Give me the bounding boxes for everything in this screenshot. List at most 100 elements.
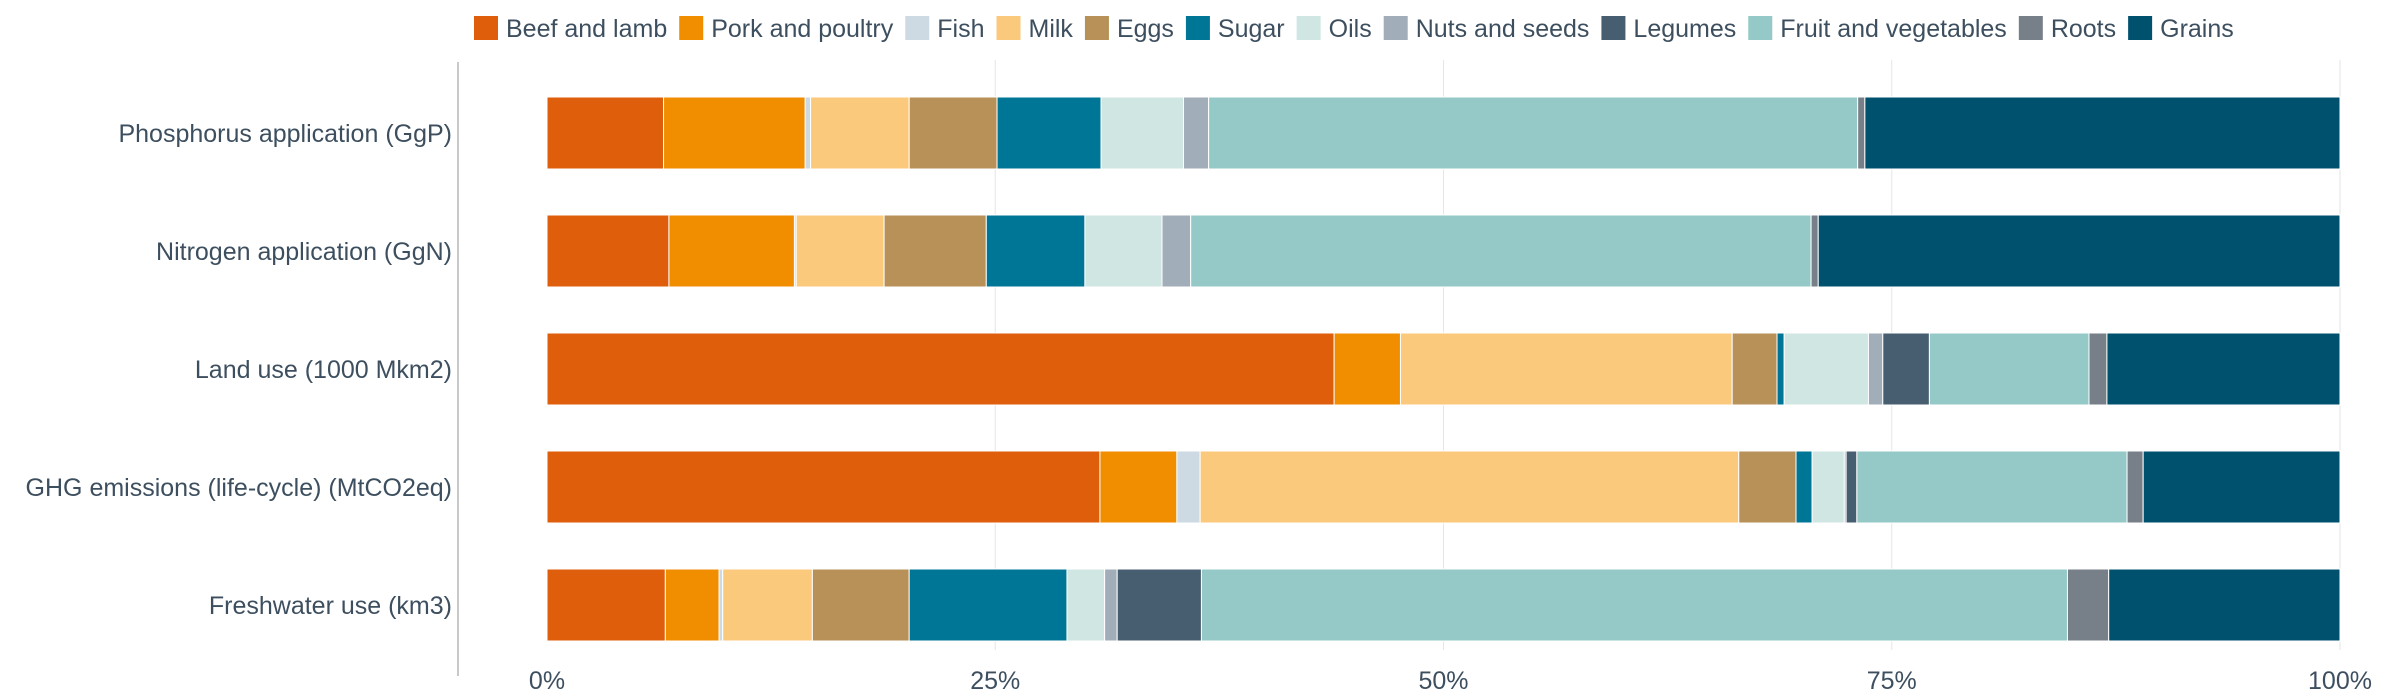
x-tick-label-1: 25% bbox=[970, 667, 1020, 695]
bar-segment-1-11 bbox=[1817, 214, 2341, 288]
bar-segment-4-1 bbox=[664, 568, 720, 642]
legend: Beef and lamb Pork and poultry Fish Milk Egg… bbox=[474, 15, 2234, 43]
bar-segment-1-7 bbox=[1161, 214, 1192, 288]
legend-label-0: Beef and lamb bbox=[506, 15, 667, 43]
bar-segment-1-1 bbox=[668, 214, 795, 288]
bar-segment-4-7 bbox=[1104, 568, 1118, 642]
bar-segment-1-4 bbox=[883, 214, 987, 288]
bar-segment-0-7 bbox=[1183, 96, 1210, 170]
legend-item-7[interactable]: Nuts and seeds bbox=[1383, 15, 1590, 43]
bar-segment-3-8 bbox=[1845, 450, 1858, 524]
legend-swatch-7 bbox=[1383, 16, 1408, 40]
bar-segment-0-5 bbox=[996, 96, 1102, 170]
legend-item-6[interactable]: Oils bbox=[1296, 15, 1372, 43]
legend-label-7: Nuts and seeds bbox=[1416, 15, 1590, 43]
bar-segment-0-6 bbox=[1100, 96, 1185, 170]
legend-label-6: Oils bbox=[1329, 15, 1372, 43]
legend-item-0[interactable]: Beef and lamb bbox=[474, 15, 667, 43]
legend-swatch-9 bbox=[1748, 16, 1773, 40]
bar-segment-2-3 bbox=[1399, 332, 1733, 406]
legend-item-9[interactable]: Fruit and vegetables bbox=[1748, 15, 2007, 43]
bar-segment-4-6 bbox=[1066, 568, 1106, 642]
bar-segment-2-4 bbox=[1731, 332, 1778, 406]
bar-segment-3-4 bbox=[1738, 450, 1797, 524]
bar-segment-1-0 bbox=[546, 214, 670, 288]
bar-segment-0-3 bbox=[810, 96, 910, 170]
bar-segment-4-0 bbox=[546, 568, 666, 642]
bar-segment-0-2 bbox=[804, 96, 812, 170]
bar-segment-2-11 bbox=[2106, 332, 2341, 406]
bar-segment-0-9 bbox=[1208, 96, 1859, 170]
bar-segment-4-4 bbox=[811, 568, 910, 642]
bar-segment-3-9 bbox=[1856, 450, 2128, 524]
bar-segment-2-5 bbox=[1776, 332, 1785, 406]
legend-item-4[interactable]: Eggs bbox=[1084, 15, 1174, 43]
legend-swatch-10 bbox=[2018, 16, 2043, 40]
legend-swatch-11 bbox=[2128, 16, 2153, 40]
bar-segment-1-9 bbox=[1190, 214, 1812, 288]
x-tick-label-4: 100% bbox=[2308, 667, 2372, 695]
legend-item-11[interactable]: Grains bbox=[2128, 15, 2234, 43]
bar-segment-2-9 bbox=[1928, 332, 2090, 406]
legend-item-3[interactable]: Milk bbox=[996, 15, 1074, 43]
category-label-4: Freshwater use (km3) bbox=[209, 592, 452, 620]
bar-row-2 bbox=[546, 332, 2341, 406]
legend-swatch-4 bbox=[1084, 16, 1109, 40]
bar-segment-3-1 bbox=[1099, 450, 1178, 524]
legend-swatch-1 bbox=[679, 16, 704, 40]
legend-label-10: Roots bbox=[2051, 15, 2116, 43]
bar-segment-4-2 bbox=[718, 568, 724, 642]
bar-row-4 bbox=[546, 568, 2341, 642]
legend-swatch-0 bbox=[474, 16, 498, 40]
bars bbox=[546, 96, 2341, 642]
bar-segment-3-11 bbox=[2142, 450, 2341, 524]
bar-segment-0-10 bbox=[1857, 96, 1866, 170]
legend-label-1: Pork and poultry bbox=[711, 15, 894, 43]
bar-segment-1-6 bbox=[1084, 214, 1163, 288]
bar-segment-2-1 bbox=[1333, 332, 1401, 406]
legend-label-4: Eggs bbox=[1117, 15, 1174, 43]
legend-label-3: Milk bbox=[1029, 15, 1074, 43]
bar-segment-3-5 bbox=[1795, 450, 1813, 524]
legend-label-9: Fruit and vegetables bbox=[1780, 15, 2007, 43]
bar-segment-4-8 bbox=[1116, 568, 1202, 642]
legend-item-2[interactable]: Fish bbox=[905, 15, 985, 43]
category-label-0: Phosphorus application (GgP) bbox=[118, 120, 452, 148]
bar-segment-3-10 bbox=[2126, 450, 2144, 524]
legend-swatch-2 bbox=[905, 16, 930, 40]
legend-swatch-5 bbox=[1185, 16, 1210, 40]
legend-item-1[interactable]: Pork and poultry bbox=[679, 15, 894, 43]
legend-item-5[interactable]: Sugar bbox=[1185, 15, 1285, 43]
category-label-3: GHG emissions (life-cycle) (MtCO2eq) bbox=[26, 474, 452, 502]
legend-swatch-8 bbox=[1601, 16, 1626, 40]
bar-segment-3-3 bbox=[1199, 450, 1740, 524]
bar-row-3 bbox=[546, 450, 2341, 524]
legend-swatch-3 bbox=[996, 16, 1021, 40]
bar-segment-4-10 bbox=[2066, 568, 2110, 642]
legend-label-2: Fish bbox=[937, 15, 984, 43]
bar-segment-2-0 bbox=[546, 332, 1335, 406]
bar-segment-3-2 bbox=[1176, 450, 1201, 524]
bar-segment-4-9 bbox=[1200, 568, 2068, 642]
x-tick-label-2: 50% bbox=[1418, 667, 1468, 695]
bar-segment-1-3 bbox=[795, 214, 885, 288]
bar-segment-2-7 bbox=[1867, 332, 1884, 406]
bar-segment-3-6 bbox=[1811, 450, 1845, 524]
bar-segment-2-10 bbox=[2088, 332, 2108, 406]
bar-segment-4-11 bbox=[2108, 568, 2341, 642]
x-tick-label-3: 75% bbox=[1867, 667, 1917, 695]
bar-segment-2-8 bbox=[1882, 332, 1930, 406]
bar-segment-4-5 bbox=[908, 568, 1068, 642]
bar-row-1 bbox=[546, 214, 2341, 288]
bar-segment-0-1 bbox=[663, 96, 806, 170]
legend-label-5: Sugar bbox=[1218, 15, 1285, 43]
legend-item-10[interactable]: Roots bbox=[2018, 15, 2116, 43]
category-label-2: Land use (1000 Mkm2) bbox=[195, 356, 452, 384]
x-tick-label-0: 0% bbox=[529, 667, 565, 695]
bar-segment-1-10 bbox=[1810, 214, 1819, 288]
bar-row-0 bbox=[546, 96, 2341, 170]
category-label-1: Nitrogen application (GgN) bbox=[156, 238, 452, 266]
legend-item-8[interactable]: Legumes bbox=[1601, 15, 1736, 43]
